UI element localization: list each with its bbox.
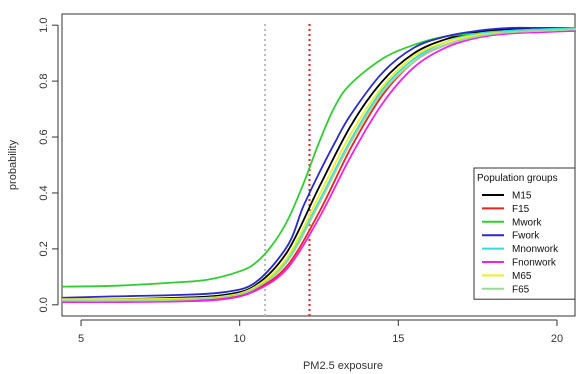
y-tick-label: 0.0 <box>38 297 50 312</box>
legend-title: Population groups <box>477 173 558 184</box>
series-line-m15 <box>61 26 576 301</box>
series-line-fnonwork <box>61 29 576 303</box>
y-axis-label: probability <box>7 139 19 190</box>
legend: Population groups M15 F15 Mwork Fwork Mnonwor… <box>473 167 576 300</box>
series-line-fwork <box>61 26 576 299</box>
y-tick-label: 0.6 <box>38 129 50 144</box>
legend-label-m65: M65 <box>512 271 532 282</box>
legend-label-mnonwork: Mnonwork <box>512 244 559 255</box>
plot-area <box>61 13 576 317</box>
x-axis-label: PM2.5 exposure <box>303 360 383 372</box>
legend-box <box>473 167 576 300</box>
legend-label-fwork: Fwork <box>512 231 540 242</box>
y-tick-label: 0.8 <box>38 73 50 88</box>
series-lines <box>61 26 576 304</box>
plot-frame <box>61 13 576 317</box>
legend-label-f15: F15 <box>512 204 530 215</box>
x-tick-label: 10 <box>234 333 246 345</box>
legend-label-m15: M15 <box>512 191 532 202</box>
x-tick-label: 20 <box>551 333 563 345</box>
x-tick-label: 5 <box>78 333 84 345</box>
axes: 5 10 15 20 PM2.5 exposure 0.0 0.2 0.4 0.6 0.8 1.0 p… <box>7 18 563 372</box>
legend-label-mwork: Mwork <box>512 217 542 228</box>
y-tick-label: 0.4 <box>38 185 50 200</box>
series-line-f65 <box>61 28 576 302</box>
y-tick-label: 0.2 <box>38 241 50 256</box>
y-tick-label: 1.0 <box>38 18 50 33</box>
x-tick-label: 15 <box>392 333 404 345</box>
legend-label-f65: F65 <box>512 284 530 295</box>
legend-label-fnonwork: Fnonwork <box>512 258 557 269</box>
